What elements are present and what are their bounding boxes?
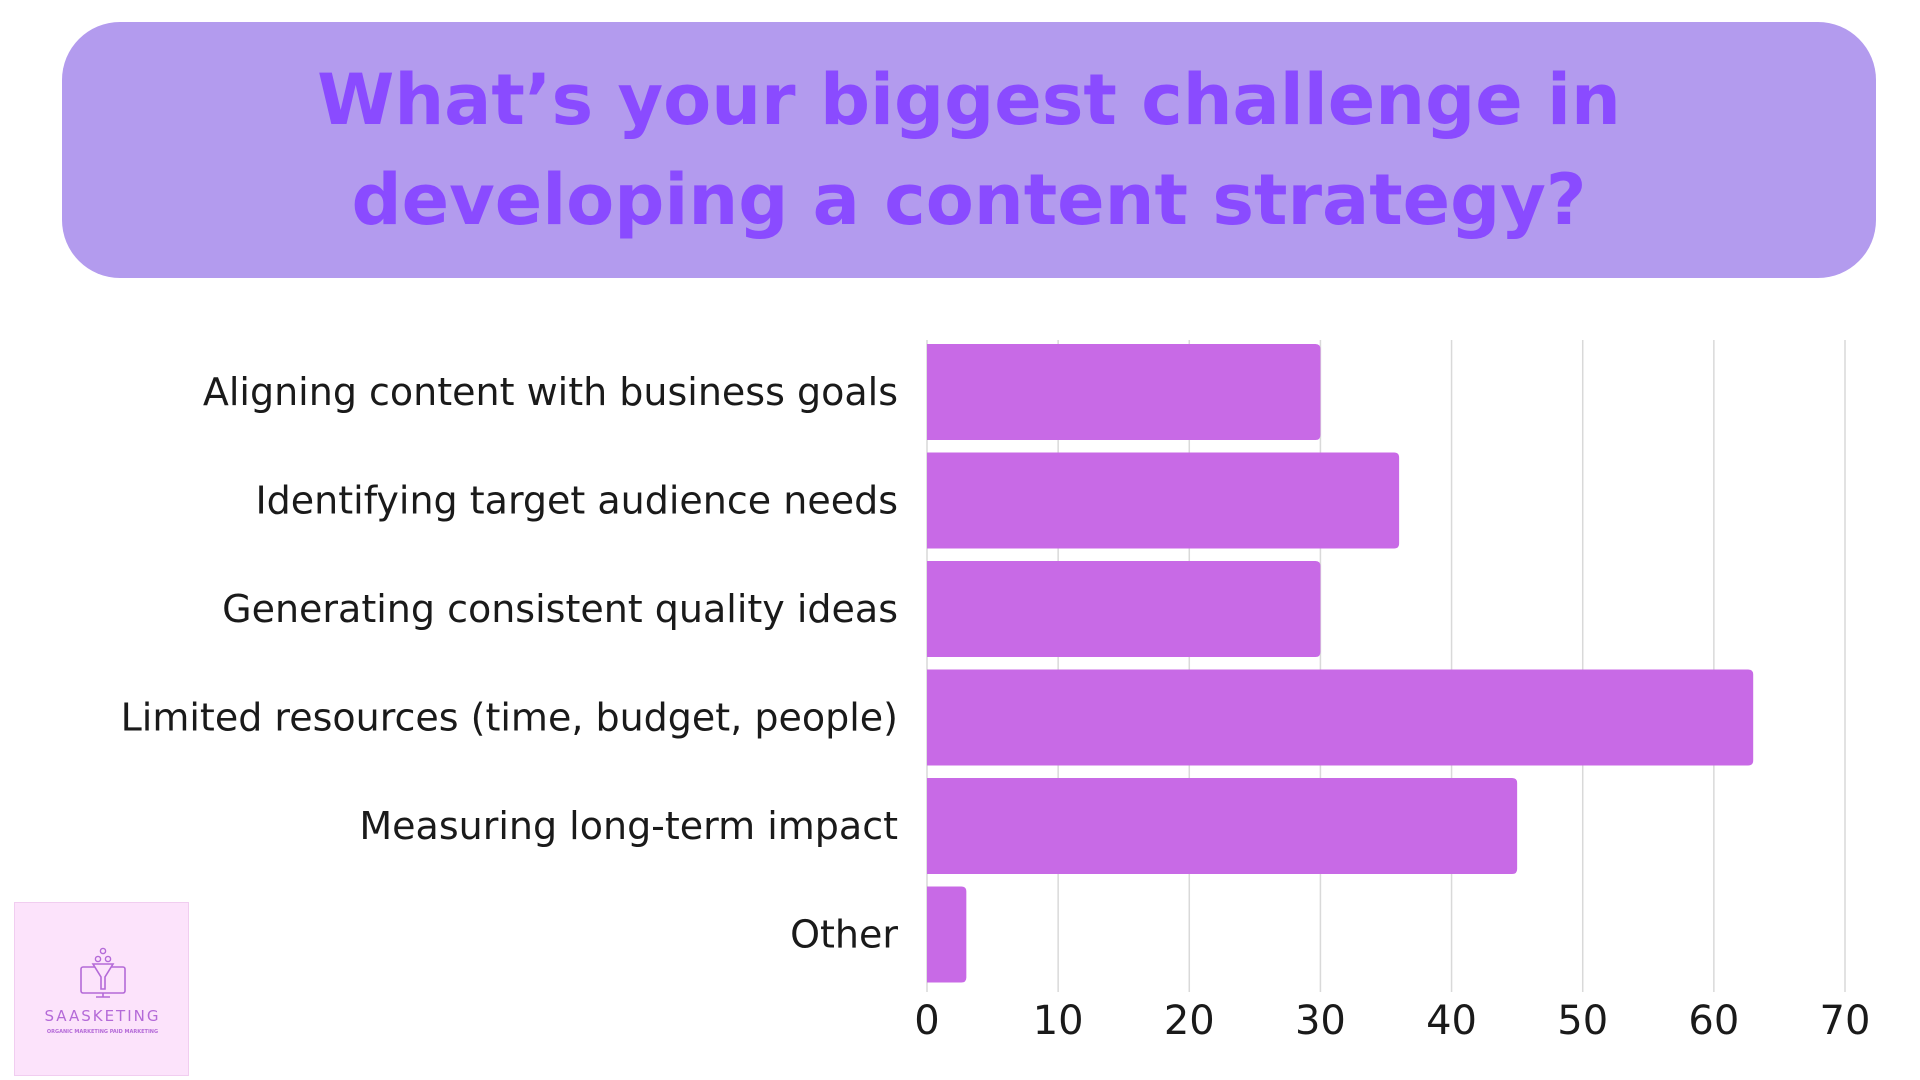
brand-tagline: ORGANIC MARKETING PAID MARKETING [46,1029,159,1035]
x-tick-label: 70 [1820,998,1871,1044]
bar [927,886,967,983]
x-tick-label: 50 [1557,998,1608,1044]
x-tick-label: 10 [1033,998,1084,1044]
bar [927,561,1321,657]
grid-lines [926,340,1846,992]
category-label: Measuring long-term impact [359,804,898,848]
bar [927,452,1400,549]
category-label: Aligning content with business goals [203,370,898,414]
title-banner: What’s your biggest challenge in develop… [62,22,1876,278]
chart-title: What’s your biggest challenge in develop… [317,59,1621,241]
bars [927,344,1754,983]
category-label: Generating consistent quality ideas [222,587,898,631]
category-label: Limited resources (time, budget, people) [121,696,898,740]
bar [927,344,1321,440]
category-label: Other [790,913,898,957]
x-tick-label: 0 [914,998,939,1044]
funnel-monitor-icon [80,947,126,998]
bar [927,669,1754,766]
x-tick-label: 60 [1688,998,1739,1044]
category-labels: Aligning content with business goals Iden… [121,370,899,957]
x-tick-label: 40 [1426,998,1477,1044]
x-axis-tick-labels: 0 10 20 30 40 50 60 70 [914,998,1870,1044]
category-label: Identifying target audience needs [255,479,898,523]
x-tick-label: 20 [1164,998,1215,1044]
x-tick-label: 30 [1295,998,1346,1044]
bar [927,778,1518,874]
brand-logo: SAASKETING ORGANIC MARKETING PAID MARKET… [14,902,189,1076]
brand-name: SAASKETING [44,1007,161,1025]
